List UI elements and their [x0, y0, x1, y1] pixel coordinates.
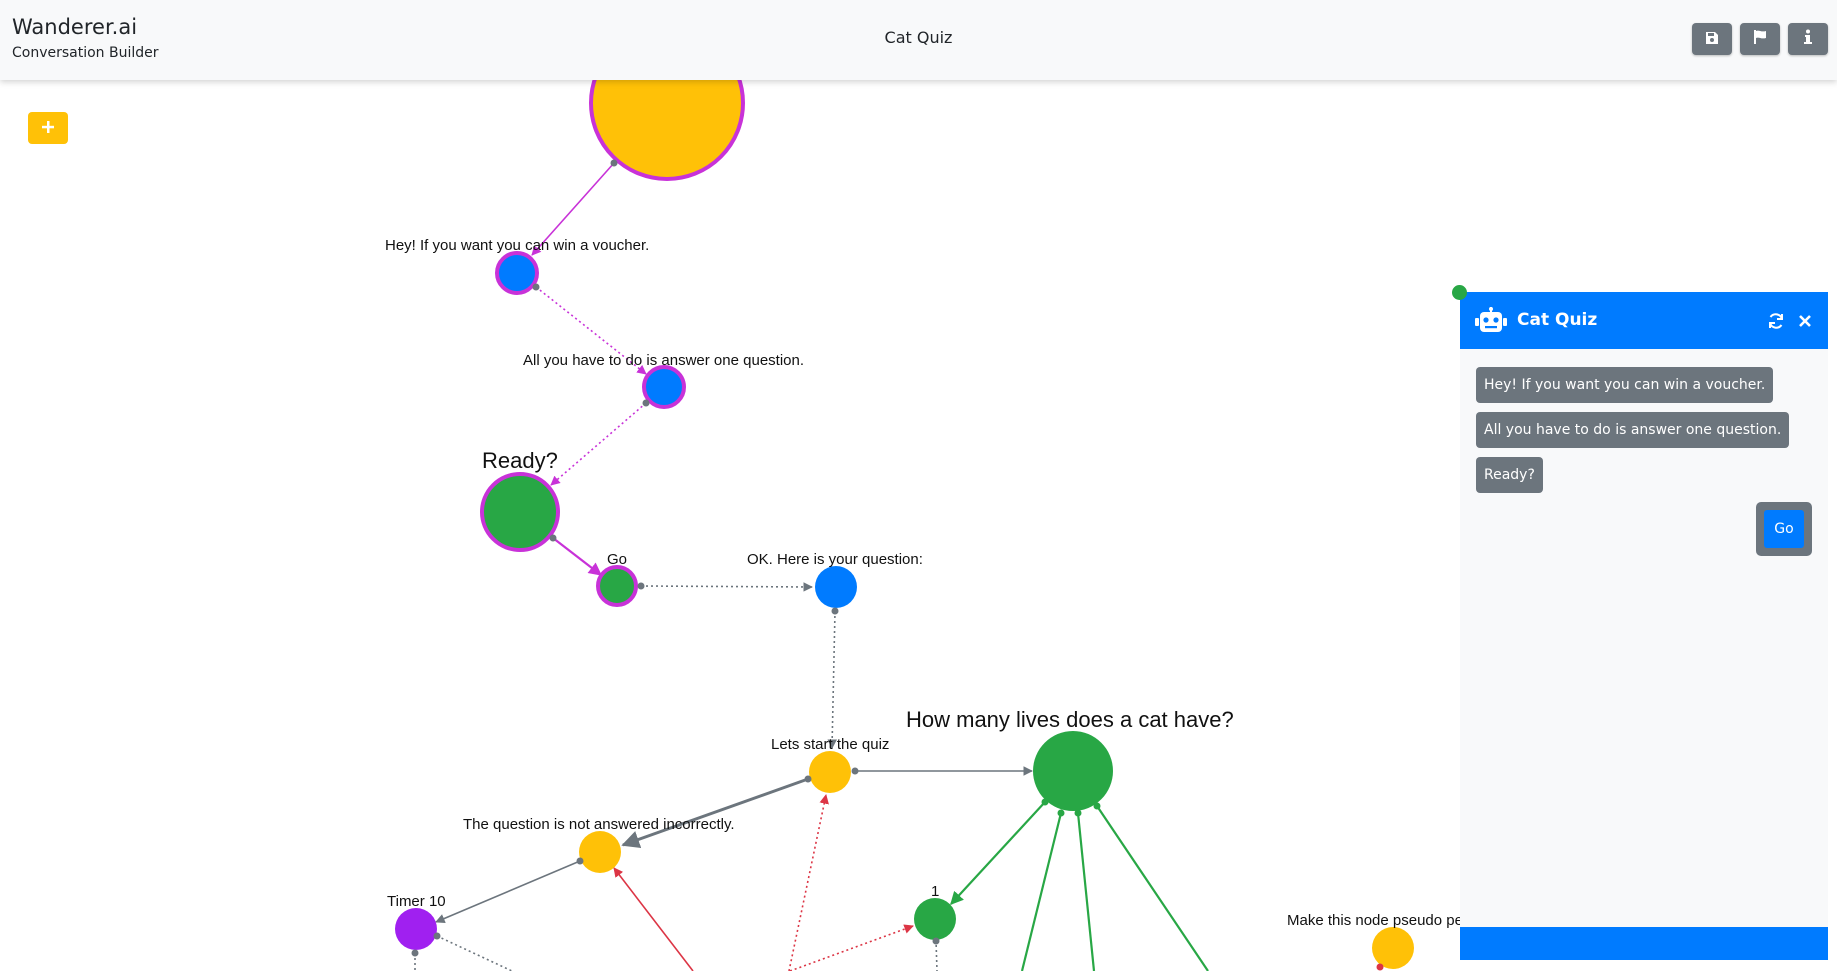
edge: [827, 610, 837, 749]
node-label-ready: Ready?: [482, 448, 558, 473]
chat-preview-panel: Cat Quiz Hey! If you want you can win a …: [1460, 292, 1828, 960]
edge: [950, 801, 1046, 905]
edge: [640, 582, 813, 592]
top-navbar: Wanderer.ai Conversation Builder Cat Qui…: [0, 0, 1837, 80]
edge: [1076, 812, 1096, 971]
edge: [550, 402, 647, 486]
edge: [621, 777, 809, 849]
edge-endpoints: [411, 159, 940, 957]
info-button[interactable]: [1788, 23, 1828, 55]
save-icon: [1705, 30, 1719, 49]
chat-message: All you have to do is answer one questio…: [1476, 412, 1790, 448]
node-label-question-intro: OK. Here is your question:: [747, 551, 923, 568]
save-button[interactable]: [1692, 23, 1732, 55]
chat-title: Cat Quiz: [1517, 310, 1598, 330]
plus-icon: [41, 119, 55, 138]
edge: [935, 939, 938, 971]
edge: [552, 537, 603, 576]
page-title: Cat Quiz: [884, 28, 953, 47]
graph-node-voucher[interactable]: [495, 251, 539, 295]
graph-node-timer[interactable]: [395, 908, 437, 950]
node-label-lives: How many lives does a cat have?: [906, 707, 1234, 732]
node-label-pseudo: Make this node pseudo pe: [1287, 912, 1463, 929]
brand-name: Wanderer.ai: [12, 15, 138, 39]
edge: [789, 924, 914, 971]
edge: [1096, 805, 1209, 971]
node-label-start-quiz: Lets start the quiz: [771, 736, 889, 753]
chat-header: Cat Quiz: [1460, 292, 1828, 349]
brand-subtitle: Conversation Builder: [12, 45, 159, 61]
edge: [1020, 812, 1063, 971]
edge: [435, 860, 581, 924]
edge: [788, 794, 829, 971]
node-label-voucher: Hey! If you want you can win a voucher.: [385, 237, 649, 254]
graph-node-start-quiz[interactable]: [809, 751, 851, 793]
flag-button[interactable]: [1740, 23, 1780, 55]
robot-icon: [1475, 307, 1507, 337]
reply-go-button[interactable]: Go: [1764, 510, 1804, 548]
add-node-button[interactable]: [28, 112, 68, 144]
edge: [436, 935, 513, 971]
edge-endpoints-green: [1041, 798, 1101, 817]
graph-node-ready[interactable]: [480, 472, 560, 552]
info-icon: [1803, 29, 1813, 49]
reply-options: Go: [1756, 502, 1812, 556]
node-label-go: Go: [607, 551, 627, 568]
refresh-icon[interactable]: [1767, 312, 1785, 334]
flag-icon: [1752, 29, 1768, 49]
graph-node-not-answered[interactable]: [579, 831, 621, 873]
chat-message: Hey! If you want you can win a voucher.: [1476, 367, 1774, 403]
edge-endpoint-red: [1376, 963, 1384, 971]
node-label-not-answered: The question is not answered incorrectly…: [463, 816, 735, 833]
chat-status-dot: [1452, 285, 1467, 300]
edge: [531, 162, 615, 256]
edge: [613, 867, 694, 971]
graph-node-pseudo[interactable]: [1372, 927, 1414, 969]
chat-footer: [1460, 927, 1828, 960]
graph-node-one[interactable]: [914, 898, 956, 940]
graph-node-lives[interactable]: [1033, 731, 1113, 811]
edge: [535, 286, 647, 375]
graph-node-question-intro[interactable]: [815, 566, 857, 608]
node-label-answer: All you have to do is answer one questio…: [523, 352, 804, 369]
chat-message: Ready?: [1476, 457, 1543, 493]
node-label-one: 1: [931, 883, 939, 900]
close-icon[interactable]: [1798, 313, 1812, 332]
graph-node-go[interactable]: [596, 565, 638, 607]
node-label-timer: Timer 10: [387, 893, 446, 910]
graph-node-answer[interactable]: [642, 365, 686, 409]
